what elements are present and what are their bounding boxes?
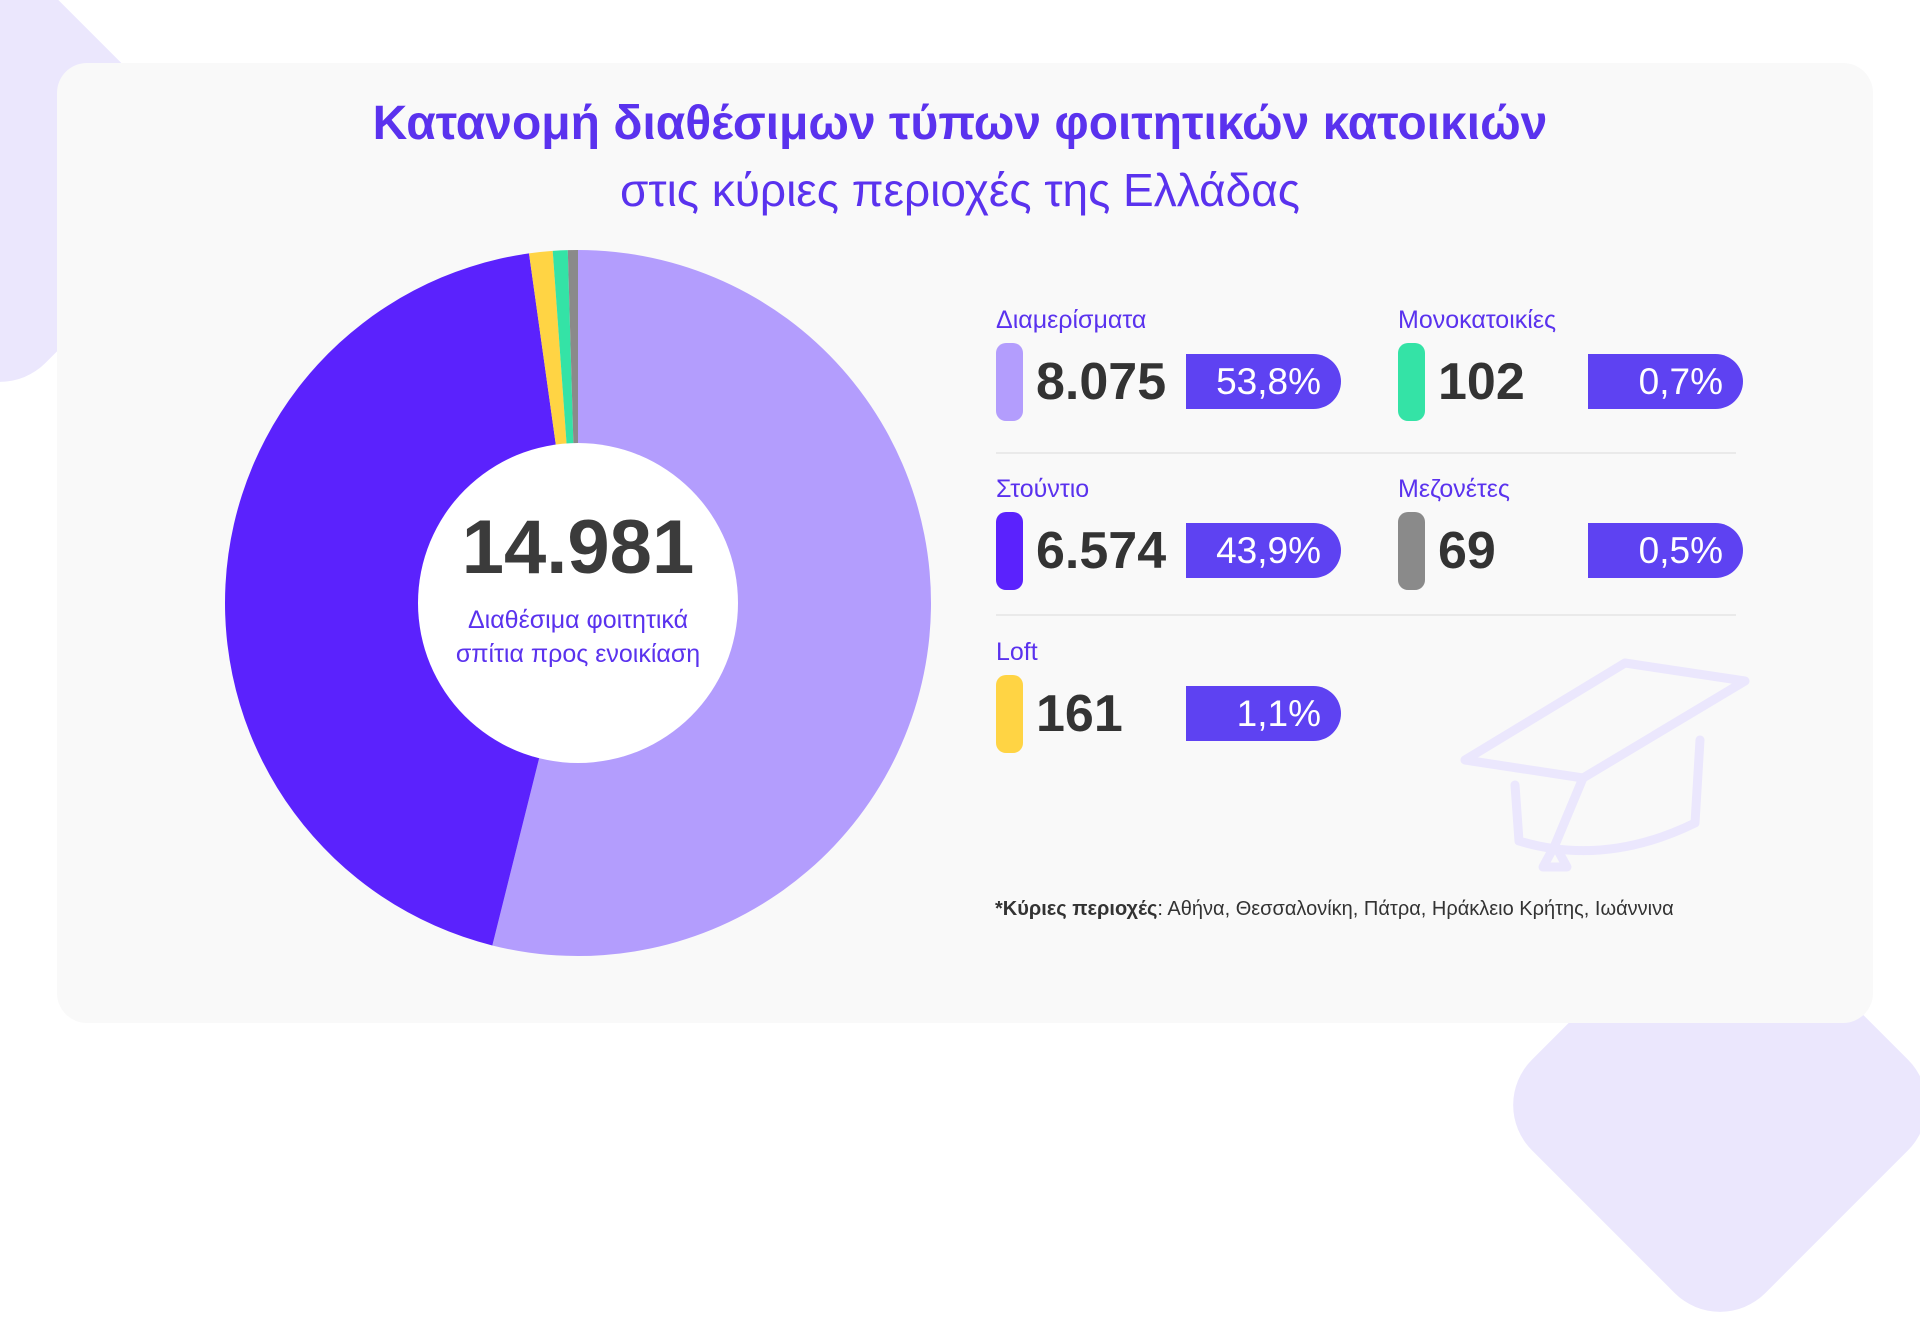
legend-value: 69 — [1438, 522, 1496, 580]
legend-value: 8.075 — [1036, 353, 1167, 411]
footnote: *Κύριες περιοχές: Αθήνα, Θεσσαλονίκη, Πά… — [995, 898, 1674, 921]
donut-slice — [225, 253, 578, 946]
legend-percent-badge: 0,7% — [1588, 354, 1743, 409]
center-label-line: Διαθέσιμα φοιτητικά — [467, 606, 689, 634]
legend-percent-badge: 43,9% — [1186, 523, 1341, 578]
center-total-label: Διαθέσιμα φοιτητικά σπίτια προς ενοικίασ… — [415, 603, 741, 671]
legend-item-apartments: Διαμερίσματα 8.075 53,8% — [996, 306, 1341, 421]
legend-percent-badge: 0,5% — [1588, 523, 1743, 578]
footnote-prefix: *Κύριες περιοχές — [995, 898, 1158, 920]
legend-percent-badge: 1,1% — [1186, 686, 1341, 741]
legend-value: 6.574 — [1036, 522, 1167, 580]
legend-value: 102 — [1438, 353, 1525, 411]
donut-hole — [418, 443, 738, 763]
chart-subtitle: στις κύριες περιοχές της Ελλάδας — [620, 164, 1300, 216]
footnote-text: : Αθήνα, Θεσσαλονίκη, Πάτρα, Ηράκλειο Κρ… — [1157, 898, 1674, 920]
legend-label: Στούντιο — [996, 475, 1090, 503]
legend-label: Μονοκατοικίες — [1398, 306, 1557, 334]
legend-label: Loft — [996, 638, 1038, 666]
legend-swatch — [1398, 343, 1425, 421]
legend-divider — [996, 452, 1736, 454]
legend-swatch — [996, 512, 1023, 590]
legend-swatch — [996, 675, 1023, 753]
donut-chart — [225, 250, 932, 956]
center-total-value: 14.981 — [461, 505, 695, 590]
legend-label: Διαμερίσματα — [996, 306, 1147, 334]
legend-swatch — [996, 343, 1023, 421]
legend-divider — [996, 614, 1736, 616]
graduation-cap-icon — [1460, 658, 1750, 872]
legend-swatch — [1398, 512, 1425, 590]
legend-item-maisonettes: Μεζονέτες 69 0,5% — [1398, 475, 1743, 590]
legend-item-detached-houses: Μονοκατοικίες 102 0,7% — [1398, 306, 1743, 421]
legend-item-studios: Στούντιο 6.574 43,9% — [996, 475, 1341, 590]
chart-title: Κατανομή διαθέσιμων τύπων φοιτητικών κατ… — [372, 97, 1548, 150]
legend-percent-badge: 53,8% — [1186, 354, 1341, 409]
center-label-line: σπίτια προς ενοικίαση — [455, 640, 701, 668]
legend-label: Μεζονέτες — [1398, 475, 1510, 503]
legend-item-loft: Loft 161 1,1% — [996, 638, 1341, 753]
legend-value: 161 — [1036, 685, 1123, 743]
